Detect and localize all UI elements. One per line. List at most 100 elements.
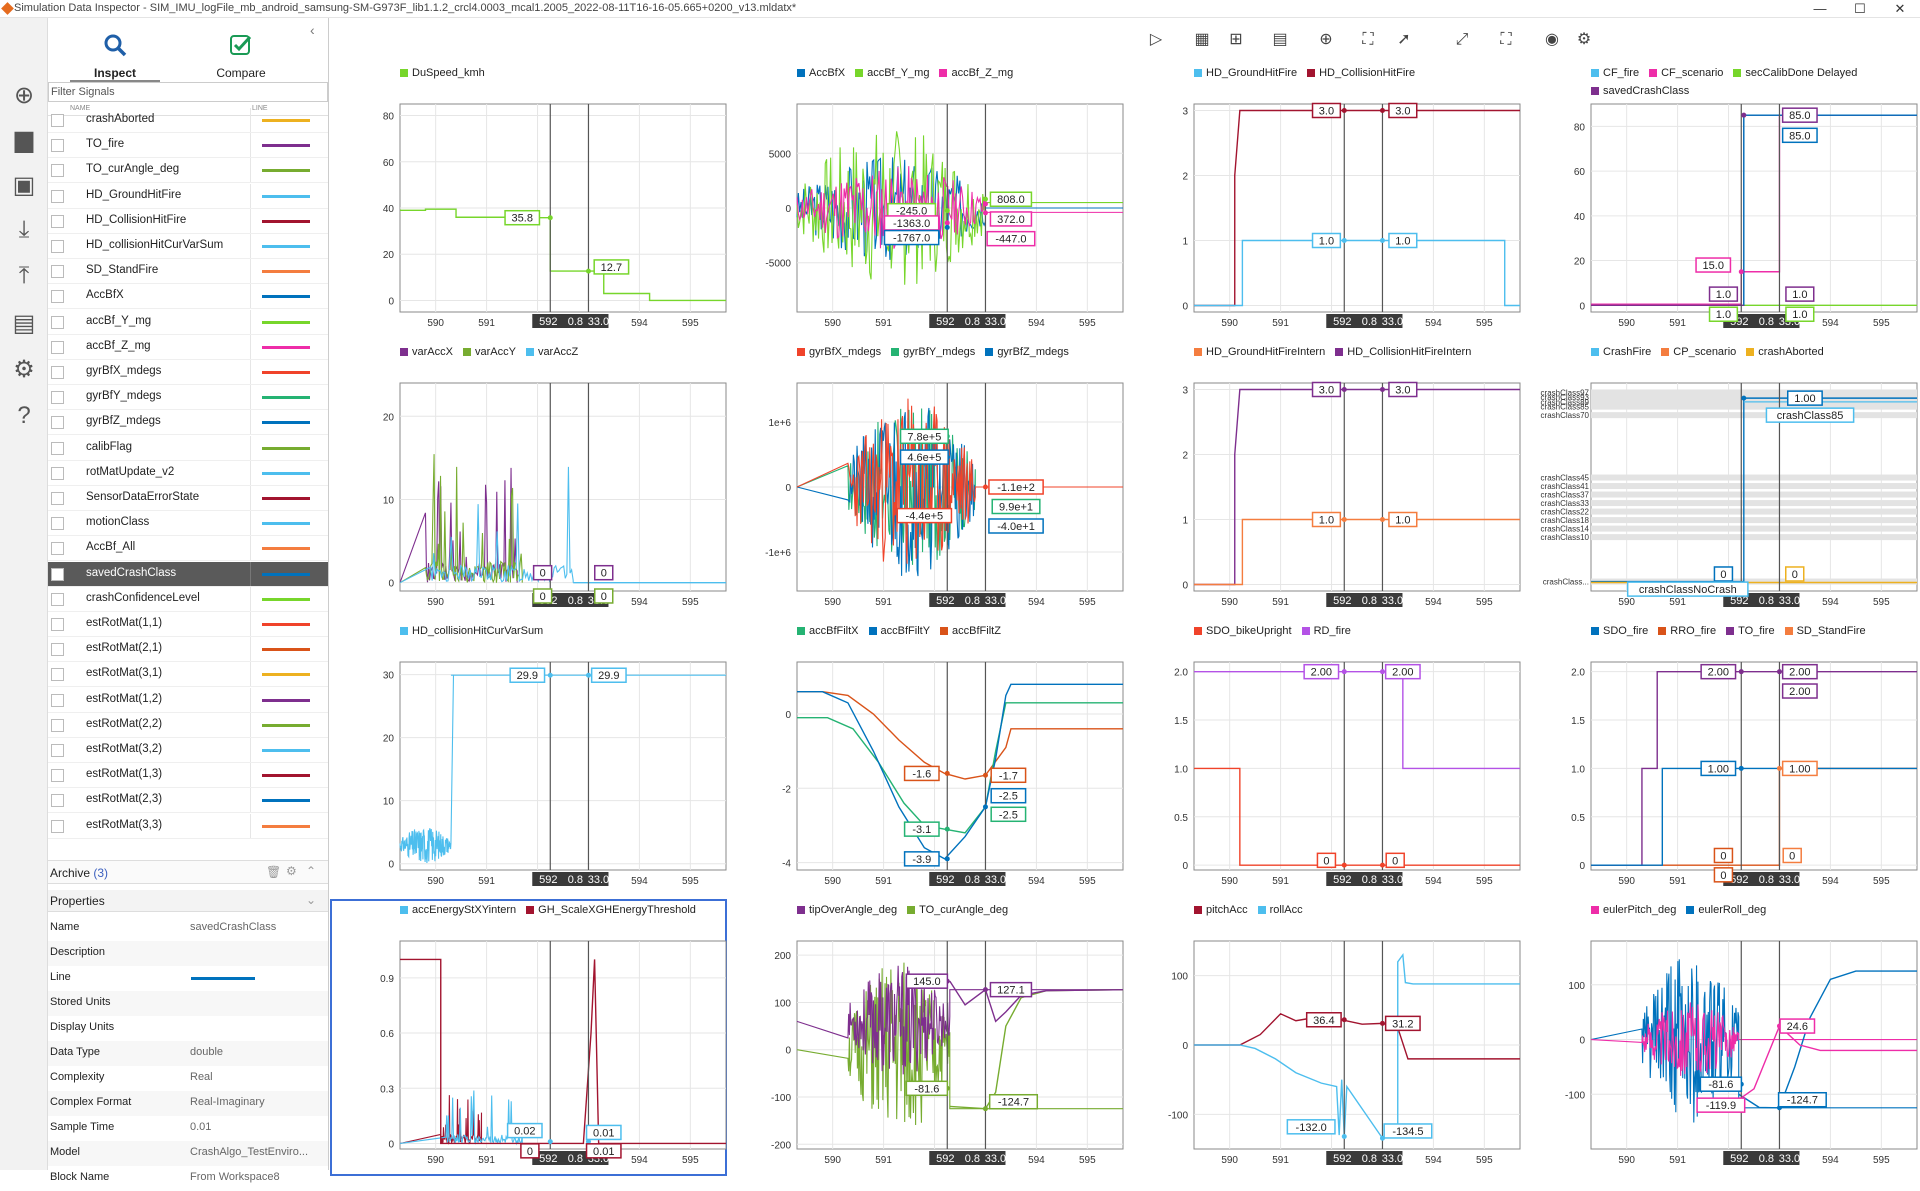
signal-checkbox[interactable] xyxy=(51,744,64,757)
signal-checkbox[interactable] xyxy=(51,340,64,354)
filter-signals-input[interactable]: Filter Signals xyxy=(48,82,328,102)
legend-item[interactable]: savedCrashClass xyxy=(1591,82,1689,100)
legend-item[interactable]: gyrBfY_mdegs xyxy=(891,343,975,361)
legend-item[interactable]: CP_scenario xyxy=(1661,343,1736,361)
legend-item[interactable]: RD_fire xyxy=(1301,622,1351,640)
signal-line-style[interactable] xyxy=(262,547,310,551)
plot-p12[interactable]: AccBfX accBf_Y_mg accBf_Z_mg -5000 0 5000 590 5… xyxy=(727,62,1124,339)
chevron-up-icon[interactable]: ⌃ xyxy=(306,864,317,878)
play-icon[interactable]: ▷ xyxy=(1149,31,1163,48)
signal-line-style[interactable] xyxy=(262,572,310,576)
legend-item[interactable]: CF_scenario xyxy=(1649,64,1723,82)
signal-line-style[interactable] xyxy=(262,698,310,702)
plot-axes[interactable]: 0 1 2 3 590 591 594 595 592 0.8 33.0 3.0 3.0 1.0 1.0 xyxy=(1124,62,1521,339)
signal-row[interactable]: accBf_Z_mg xyxy=(48,334,328,360)
signal-checkbox[interactable] xyxy=(51,391,64,405)
signal-checkbox[interactable] xyxy=(51,567,64,581)
expand-icon[interactable]: ⤢ xyxy=(1455,31,1469,48)
signal-row[interactable]: estRotMat(3,3) xyxy=(48,813,328,839)
help-icon[interactable]: ? xyxy=(17,402,31,429)
plot-axes[interactable]: 0 10 20 30 590 591 594 595 592 0.8 33.0 29.9 29.9 xyxy=(330,620,727,897)
legend-item[interactable]: accBf_Z_mg xyxy=(939,64,1013,82)
property-value[interactable]: savedCrashClass xyxy=(190,921,277,933)
signal-row[interactable]: estRotMat(2,1) xyxy=(48,637,328,663)
signal-row[interactable]: estRotMat(2,3) xyxy=(48,788,328,814)
cursor-icon[interactable]: ➚ xyxy=(1397,31,1411,48)
signal-line-style[interactable] xyxy=(262,345,310,349)
signal-row[interactable]: gyrBfY_mdegs xyxy=(48,385,328,411)
legend-item[interactable]: AccBfX xyxy=(797,64,845,82)
plot-axes[interactable]: -100 0 100 590 591 594 595 592 0.8 33.0 36.4 31.2 -1… xyxy=(1124,899,1521,1176)
plot-p33[interactable]: SDO_bikeUpright RD_fire 0 0.5 1.0 1.5 2.0 590 59… xyxy=(1124,620,1521,897)
property-value[interactable]: double xyxy=(190,1046,224,1058)
signal-line-style[interactable] xyxy=(262,673,310,677)
plot-axes[interactable]: -100 0 100 590 591 594 595 592 0.8 33.0 -81.6 -119.… xyxy=(1521,899,1918,1176)
signal-line-style[interactable] xyxy=(262,648,310,652)
new-icon[interactable]: ⊕ xyxy=(13,82,35,109)
signal-row[interactable]: accBf_Y_mg xyxy=(48,309,328,335)
signal-row[interactable]: HD_GroundHitFire xyxy=(48,183,328,209)
signal-row[interactable]: estRotMat(1,1) xyxy=(48,612,328,637)
signal-line-style[interactable] xyxy=(262,396,310,400)
signal-checkbox[interactable] xyxy=(51,668,64,682)
maximize-button[interactable]: ☐ xyxy=(1854,1,1866,16)
signal-checkbox[interactable] xyxy=(51,693,64,707)
signal-checkbox[interactable] xyxy=(51,769,64,783)
signal-line-style[interactable] xyxy=(262,245,310,248)
signal-checkbox[interactable] xyxy=(51,290,64,304)
legend-item[interactable]: gyrBfX_mdegs xyxy=(797,343,881,361)
signal-row[interactable]: TO_fire xyxy=(48,133,328,159)
signal-row[interactable]: estRotMat(1,2) xyxy=(48,687,328,713)
signal-checkbox[interactable] xyxy=(51,718,64,732)
plot-axes[interactable]: crashClass97crashClass93crashClass89cras… xyxy=(1521,341,1918,618)
signal-checkbox[interactable] xyxy=(51,592,64,606)
property-value[interactable]: 0.01 xyxy=(190,1121,212,1133)
plot-p13[interactable]: HD_GroundHitFire HD_CollisionHitFire 0 1 2 3 5… xyxy=(1124,62,1521,339)
legend-item[interactable]: HD_GroundHitFireIntern xyxy=(1194,343,1325,361)
signal-line-style[interactable] xyxy=(262,723,310,727)
signal-row[interactable]: SensorDataErrorState xyxy=(48,486,328,511)
signal-line-style[interactable] xyxy=(262,824,310,828)
layout-grid-icon[interactable]: ▦ xyxy=(1194,31,1210,48)
signal-row[interactable]: calibFlag xyxy=(48,435,328,461)
signal-line-style[interactable] xyxy=(262,597,310,601)
signal-checkbox[interactable] xyxy=(51,315,64,329)
signal-row[interactable]: gyrBfX_mdegs xyxy=(48,360,328,385)
signal-row[interactable]: AccBfX xyxy=(48,284,328,310)
plot-axes[interactable]: 0 20 40 60 80 590 591 594 595 592 0.8 33.0 35.8 12.7 xyxy=(330,62,727,339)
property-value[interactable]: Real xyxy=(190,1071,213,1083)
plot-p21[interactable]: varAccXvarAccYvarAccZ0102059059159459559… xyxy=(330,341,727,618)
signal-checkbox[interactable] xyxy=(51,265,64,279)
legend-item[interactable]: gyrBfZ_mdegs xyxy=(985,343,1069,361)
signal-checkbox[interactable] xyxy=(51,542,64,556)
plot-axes[interactable]: -200 -100 0 100 200 590 591 594 595 592 0.8 33.0 145… xyxy=(727,899,1124,1176)
minimize-button[interactable]: — xyxy=(1813,1,1827,16)
legend-item[interactable]: DuSpeed_kmh xyxy=(400,64,485,82)
signal-checkbox[interactable] xyxy=(51,794,64,808)
signal-checkbox[interactable] xyxy=(51,214,64,228)
legend-item[interactable]: SDO_fire xyxy=(1591,622,1648,640)
legend-item[interactable]: HD_CollisionHitFire xyxy=(1307,64,1415,82)
signal-row[interactable]: TO_curAngle_deg xyxy=(48,158,328,184)
signal-checkbox[interactable] xyxy=(51,441,64,455)
legend-item[interactable]: accBfFiltZ xyxy=(940,622,1001,640)
plot-p24[interactable]: CrashFire CP_scenario crashAborted crashCla… xyxy=(1521,341,1918,618)
signal-checkbox[interactable] xyxy=(51,164,64,178)
signal-row[interactable]: HD_collisionHitCurVarSum xyxy=(48,234,328,259)
collapse-panel-button[interactable]: ‹ xyxy=(310,22,315,38)
signal-line-style[interactable] xyxy=(262,471,310,475)
plot-p32[interactable]: accBfFiltX accBfFiltY accBfFiltZ -4 -2 0 590 59… xyxy=(727,620,1124,897)
legend-item[interactable]: SD_StandFire xyxy=(1784,622,1866,640)
signal-line-style[interactable] xyxy=(262,119,310,122)
legend-item[interactable]: varAccX xyxy=(400,343,453,361)
property-value[interactable]: From Workspace8 xyxy=(190,1171,280,1183)
fit-to-view-icon[interactable]: ⛶ xyxy=(1362,31,1374,48)
plot-p23[interactable]: HD_GroundHitFireIntern HD_CollisionHitFir… xyxy=(1124,341,1521,618)
visualization-icon[interactable]: ▤ xyxy=(1272,31,1288,48)
signal-line-style[interactable] xyxy=(262,522,310,526)
legend-item[interactable]: secCalibDone Delayed xyxy=(1733,64,1857,82)
plot-p43[interactable]: pitchAcc rollAcc -100 0 100 590 591 594 595 592 0.… xyxy=(1124,899,1521,1176)
